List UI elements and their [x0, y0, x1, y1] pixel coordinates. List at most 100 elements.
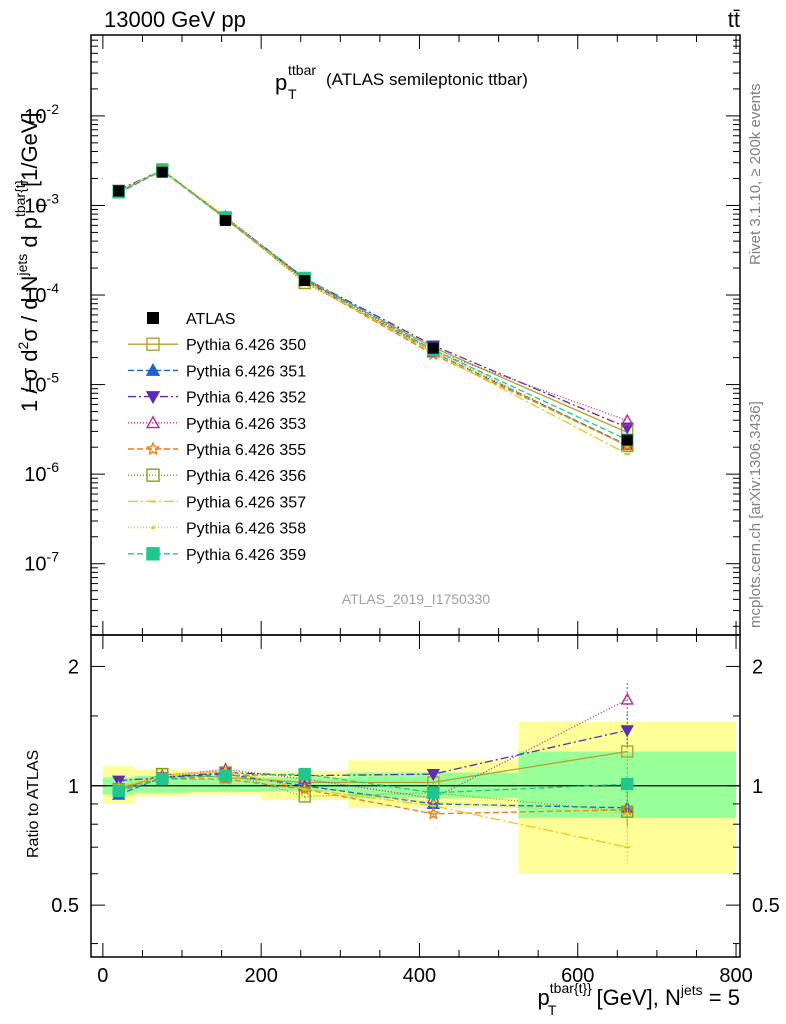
legend-marker [147, 312, 159, 324]
ylabel-d: jets [14, 254, 30, 277]
x-tick-label: 800 [719, 965, 752, 987]
legend: ATLAS Pythia 6.426 350 Pythia 6.426 351 Pyt… [128, 311, 306, 564]
ratio-band-inner [189, 778, 262, 792]
ratio-marker [426, 769, 440, 782]
legend-marker [145, 391, 161, 405]
ratio-y-label: Ratio to ATLAS [25, 750, 42, 858]
data-points [113, 166, 633, 446]
ratio-y-tick-label-left: 1 [68, 776, 79, 798]
legend-marker [145, 415, 161, 429]
ratio-marker [625, 811, 630, 816]
legend-label: Pythia 6.426 359 [186, 547, 306, 564]
ratio-y-tick-label-right: 1 [752, 776, 763, 798]
ratio-marker [426, 806, 441, 820]
ratio-y-tick-label-right: 0.5 [752, 895, 780, 917]
legend-entry-data: ATLAS [147, 311, 236, 328]
legend-entry-9: Pythia 6.426 359 [128, 547, 306, 564]
title-sup: ttbar [288, 62, 316, 78]
legend-entry-3: Pythia 6.426 352 [128, 390, 306, 407]
legend-entry-5: Pythia 6.426 355 [128, 441, 306, 459]
series-5 [111, 163, 634, 452]
data-point [299, 275, 311, 287]
legend-marker [151, 525, 155, 530]
main-y-tick-label: 10-6 [24, 459, 59, 486]
xlabel-f: jets [680, 982, 703, 998]
tick-base: 10 [24, 106, 46, 128]
main-y-tick-label: 10-3 [24, 190, 59, 217]
legend-label: Pythia 6.426 355 [186, 442, 306, 459]
xlabel-g: = 5 [703, 985, 740, 1010]
legend-label: Pythia 6.426 351 [186, 363, 306, 380]
ratio-marker [298, 790, 311, 803]
xlabel-a: p [538, 985, 550, 1010]
tick-base: 10 [24, 195, 46, 217]
data-point [220, 214, 232, 226]
legend-entry-4: Pythia 6.426 353 [128, 415, 306, 433]
ratio-marker [156, 772, 169, 786]
legend-marker [146, 547, 160, 561]
x-tick-label: 400 [403, 965, 436, 987]
xlabel-d: T [548, 1002, 557, 1018]
ratio-frame [90, 634, 741, 958]
ratio-marker [427, 786, 440, 800]
data-point [621, 434, 633, 446]
x-tick-label: 200 [244, 965, 277, 987]
title-rest: (ATLAS semileptonic ttbar) [326, 70, 528, 89]
legend-entry-7: Pythia 6.426 357 [128, 494, 306, 511]
series-4 [112, 163, 634, 426]
legend-entry-6: Pythia 6.426 356 [128, 468, 306, 485]
legend-marker [145, 362, 161, 376]
ylabel-a: 1 / σ d [17, 350, 42, 413]
legend-entry-1: Pythia 6.426 350 [128, 337, 306, 354]
side-text-top: Rivet 3.1.10, ≥ 200k events [747, 83, 764, 265]
ratio-line [118, 771, 628, 813]
main-y-tick-label: 10-2 [24, 101, 59, 128]
series-6 [112, 163, 634, 453]
legend-marker [146, 337, 160, 351]
plot-title: p ttbar T (ATLAS semileptonic ttbar) [275, 62, 528, 102]
x-tick-label: 0 [97, 965, 108, 987]
ratio-marker [302, 787, 307, 792]
ratio-marker [431, 800, 436, 804]
ratio-marker [621, 805, 634, 818]
tick-base: 10 [24, 375, 46, 397]
legend-label: Pythia 6.426 357 [186, 494, 306, 511]
tick-exponent: -6 [47, 459, 60, 475]
tick-exponent: -2 [47, 101, 60, 117]
legend-label: Pythia 6.426 356 [186, 468, 306, 485]
main-y-tick-label: 10-5 [24, 370, 59, 397]
tick-exponent: -7 [47, 549, 60, 565]
legend-marker [145, 441, 161, 456]
ratio-marker [621, 777, 634, 791]
ratio-marker [112, 784, 125, 798]
x-axis-label: ptbar{t}} T [GeV], Njets = 5 [538, 980, 740, 1018]
main-y-label: 1 / σ d2σ / d Njets d ptbar{t} T [1/GeV] [12, 112, 50, 412]
ratio-marker [620, 725, 634, 738]
xlabel-b: tbar{t} [550, 980, 588, 996]
legend-label: ATLAS [186, 311, 236, 328]
data-point [156, 166, 168, 178]
svg-text:ptbar{t}}T [GeV], Njets = 5: ptbar{t}} T [GeV], Njets = 5 [538, 980, 740, 1018]
series-marker [620, 413, 634, 426]
tick-exponent: -3 [47, 190, 60, 206]
series-line [118, 168, 628, 447]
main-frame [90, 34, 741, 636]
data-point [113, 185, 125, 197]
ratio-y-tick-label-left: 0.5 [51, 895, 79, 917]
svg-text:p: p [275, 70, 287, 95]
legend-entry-8: Pythia 6.426 358 [128, 521, 306, 538]
tick-base: 10 [24, 554, 46, 576]
ratio-line [118, 768, 628, 815]
ylabel-h: [1/GeV] [17, 112, 42, 193]
ratio-marker [620, 692, 634, 705]
main-y-tick-label: 10-4 [24, 280, 59, 307]
tick-exponent: -4 [47, 280, 60, 296]
legend-label: Pythia 6.426 358 [186, 521, 306, 538]
series-line [118, 169, 628, 441]
ratio-series-9 [112, 767, 634, 801]
tick-base: 10 [24, 464, 46, 486]
legend-label: Pythia 6.426 350 [186, 337, 306, 354]
ratio-y-tick-label-right: 2 [752, 656, 763, 678]
main-panel: 10-710-610-510-410-310-2 [24, 34, 741, 636]
